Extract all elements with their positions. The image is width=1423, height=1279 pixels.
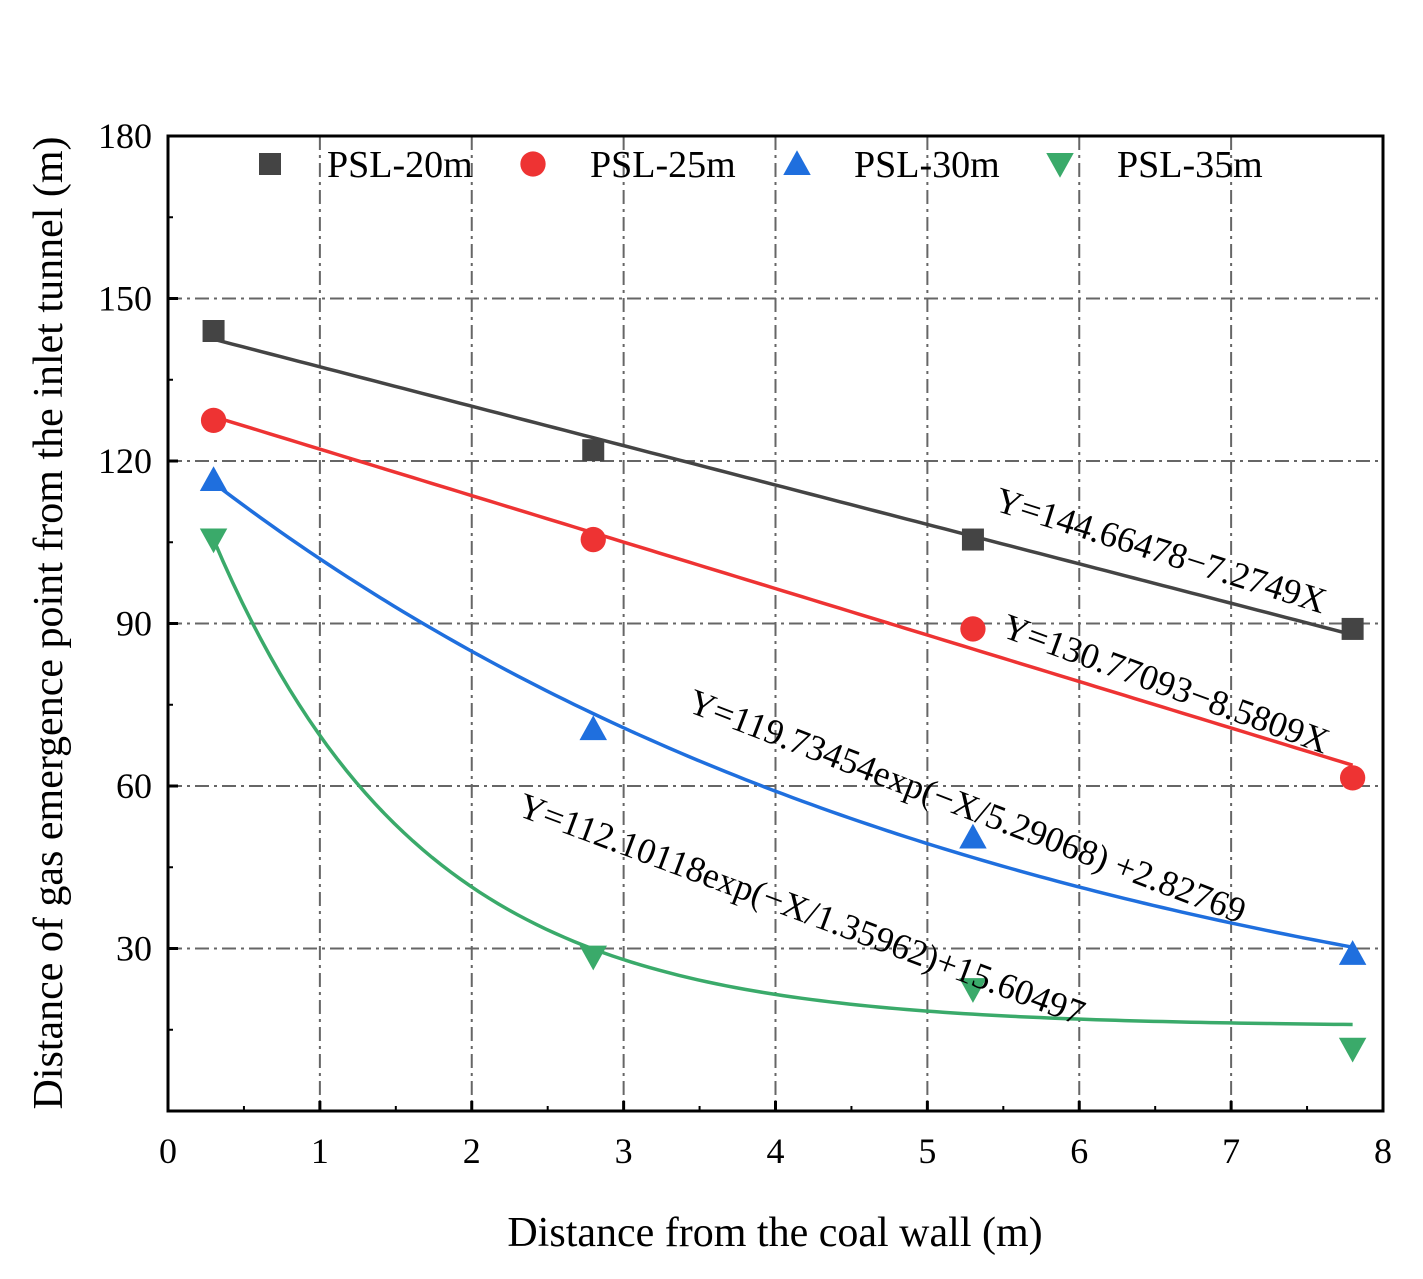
x-tick-label: 1 [311,1131,329,1171]
axis-ticks: 0 1 2 3 4 5 6 7 8 30 60 90 120 150 180 [98,116,1392,1171]
x-tick-label: 3 [615,1131,633,1171]
data-point-psl-20m [202,320,225,342]
data-point-psl-35m [199,528,228,554]
fit-line-psl-35m [211,538,1353,1027]
data-point-psl-30m [1338,940,1367,965]
data-point-psl-35m [959,978,987,1003]
legend-label: PSL-20m [327,144,473,186]
x-tick-label: 5 [918,1131,936,1171]
y-tick-label: 90 [116,604,152,644]
data-point-psl-20m [961,528,984,551]
legend-label: PSL-35m [1117,144,1263,186]
fit-line-psl-25m [213,414,1354,767]
x-tick-label: 2 [463,1131,481,1171]
data-point-psl-25m [580,526,606,553]
legend: PSL-20m PSL-25m PSL-30m PSL-35m [259,144,1263,186]
data-point-psl-20m [1341,617,1364,640]
y-tick-label: 150 [98,279,152,319]
data-point-psl-30m [199,466,228,491]
fit-equations: Y=144.66478−7.2749XY=130.77093−8.5809XY=… [513,479,1335,1033]
x-tick-label: 4 [767,1131,785,1171]
x-tick-label: 7 [1222,1131,1240,1171]
fit-line-psl-30m [212,481,1353,949]
x-tick-label: 8 [1374,1131,1392,1171]
data-point-psl-25m [960,616,986,642]
x-tick-label: 0 [159,1131,177,1171]
y-tick-label: 60 [116,766,152,806]
data-point-psl-30m [579,715,607,741]
legend-marker-psl-25m [520,151,546,177]
legend-label: PSL-25m [590,144,736,186]
legend-marker-psl-20m [259,153,281,175]
data-point-psl-25m [200,407,227,434]
x-tick-label: 6 [1070,1131,1088,1171]
y-tick-label: 120 [98,441,152,481]
data-point-psl-30m [959,823,987,849]
fit-equation-psl-25m: Y=130.77093−8.5809X [997,606,1335,761]
grid-lines [168,136,1383,1111]
data-point-psl-20m [582,439,605,462]
fit-curves [211,337,1354,1027]
data-point-psl-35m [1338,1037,1367,1063]
legend-marker-psl-30m [783,150,811,175]
fit-equation-psl-20m: Y=144.66478−7.2749X [991,479,1332,621]
legend-label: PSL-30m [854,144,1000,186]
fit-line-psl-20m [213,337,1354,637]
y-tick-label: 180 [98,116,152,156]
data-point-psl-25m [1339,765,1366,791]
x-axis-title: Distance from the coal wall (m) [507,1210,1042,1256]
legend-marker-psl-35m [1046,153,1074,178]
y-axis-title: Distance of gas emergence point from the… [26,136,72,1109]
data-markers [199,320,1367,1063]
data-point-psl-35m [579,945,607,971]
y-tick-label: 30 [116,929,152,969]
